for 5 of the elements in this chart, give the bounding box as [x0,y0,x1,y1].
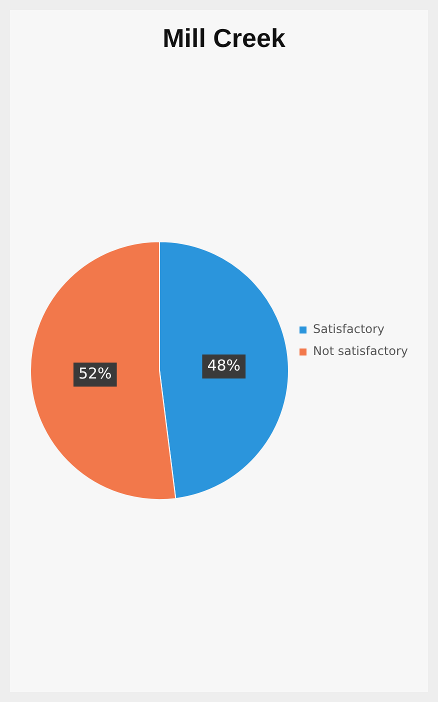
data-label: 52% [78,364,112,383]
legend-label: Satisfactory [313,322,385,336]
legend-label: Not satisfactory [313,344,408,358]
chart-title: Mill Creek [162,22,286,53]
data-label: 48% [207,356,241,374]
